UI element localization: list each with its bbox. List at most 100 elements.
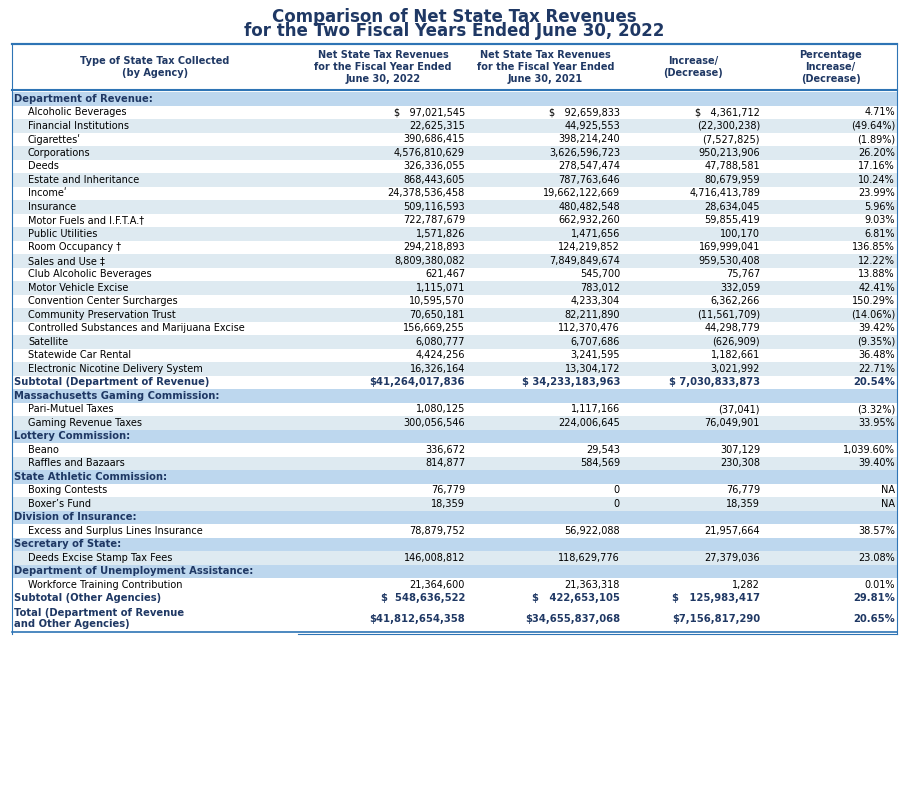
- Text: Statewide Car Rental: Statewide Car Rental: [28, 350, 131, 360]
- Text: State Athletic Commission:: State Athletic Commission:: [14, 471, 167, 482]
- Bar: [12, 470, 897, 483]
- Text: 7,849,849,674: 7,849,849,674: [549, 256, 620, 266]
- Text: $41,812,654,358: $41,812,654,358: [369, 614, 465, 623]
- Bar: [12, 430, 897, 443]
- Text: 26.20%: 26.20%: [858, 148, 895, 157]
- Text: 4,716,413,789: 4,716,413,789: [689, 188, 760, 198]
- Text: (9.35%): (9.35%): [857, 337, 895, 347]
- Bar: [12, 105, 897, 119]
- Text: 29.81%: 29.81%: [854, 593, 895, 604]
- Text: Electronic Nicotine Delivery System: Electronic Nicotine Delivery System: [28, 364, 203, 374]
- Text: $   92,659,833: $ 92,659,833: [549, 107, 620, 117]
- Text: (37,041): (37,041): [718, 405, 760, 414]
- Text: 1,039.60%: 1,039.60%: [843, 445, 895, 455]
- Text: 20.54%: 20.54%: [854, 377, 895, 387]
- Text: 662,932,260: 662,932,260: [558, 216, 620, 225]
- Text: Public Utilities: Public Utilities: [28, 229, 97, 238]
- Text: 787,763,646: 787,763,646: [558, 175, 620, 185]
- Text: Convention Center Surcharges: Convention Center Surcharges: [28, 296, 177, 306]
- Text: 20.65%: 20.65%: [854, 614, 895, 623]
- Text: 47,788,581: 47,788,581: [704, 161, 760, 172]
- Text: Club Alcoholic Beverages: Club Alcoholic Beverages: [28, 269, 152, 279]
- Text: Massachusetts Gaming Commission:: Massachusetts Gaming Commission:: [14, 391, 219, 401]
- Text: 78,879,752: 78,879,752: [409, 526, 465, 536]
- Text: 29,543: 29,543: [586, 445, 620, 455]
- Text: Workforce Training Contribution: Workforce Training Contribution: [28, 580, 183, 589]
- Text: 75,767: 75,767: [725, 269, 760, 279]
- Text: 6,080,777: 6,080,777: [415, 337, 465, 347]
- Text: 1,282: 1,282: [732, 580, 760, 589]
- Text: $   422,653,105: $ 422,653,105: [532, 593, 620, 604]
- Bar: [12, 187, 897, 200]
- Bar: [12, 551, 897, 564]
- Text: (14.06%): (14.06%): [851, 310, 895, 320]
- Bar: [12, 173, 897, 187]
- Text: (3.32%): (3.32%): [857, 405, 895, 414]
- Text: Cigarettesʹ: Cigarettesʹ: [28, 134, 81, 145]
- Text: (22,300,238): (22,300,238): [697, 120, 760, 131]
- Text: 783,012: 783,012: [580, 283, 620, 293]
- Text: 509,116,593: 509,116,593: [404, 201, 465, 212]
- Bar: [12, 119, 897, 132]
- Text: Increase/
(Decrease): Increase/ (Decrease): [664, 56, 723, 78]
- Text: 28,634,045: 28,634,045: [704, 201, 760, 212]
- Text: 21,364,600: 21,364,600: [410, 580, 465, 589]
- Text: Financial Institutions: Financial Institutions: [28, 120, 129, 131]
- Text: Sales and Use ‡: Sales and Use ‡: [28, 256, 105, 266]
- Text: Deeds: Deeds: [28, 161, 59, 172]
- Text: $ 34,233,183,963: $ 34,233,183,963: [522, 377, 620, 387]
- Text: 1,117,166: 1,117,166: [571, 405, 620, 414]
- Text: 1,471,656: 1,471,656: [571, 229, 620, 238]
- Text: 169,999,041: 169,999,041: [699, 242, 760, 253]
- Bar: [12, 160, 897, 173]
- Text: Boxing Contests: Boxing Contests: [28, 486, 107, 495]
- Text: 136.85%: 136.85%: [852, 242, 895, 253]
- Bar: [12, 456, 897, 470]
- Bar: [12, 254, 897, 268]
- Text: 621,467: 621,467: [425, 269, 465, 279]
- Text: 42.41%: 42.41%: [858, 283, 895, 293]
- Text: Incomeʹ: Incomeʹ: [28, 188, 66, 198]
- Text: 3,626,596,723: 3,626,596,723: [549, 148, 620, 157]
- Bar: [12, 416, 897, 430]
- Text: $34,655,837,068: $34,655,837,068: [524, 614, 620, 623]
- Text: 76,779: 76,779: [726, 486, 760, 495]
- Text: $   125,983,417: $ 125,983,417: [672, 593, 760, 604]
- Text: 80,679,959: 80,679,959: [704, 175, 760, 185]
- Text: 326,336,055: 326,336,055: [404, 161, 465, 172]
- Text: 38.57%: 38.57%: [858, 526, 895, 536]
- Text: NA: NA: [881, 499, 895, 508]
- Text: 230,308: 230,308: [720, 458, 760, 468]
- Text: 6.81%: 6.81%: [864, 229, 895, 238]
- Text: Pari-Mutuel Taxes: Pari-Mutuel Taxes: [28, 405, 114, 414]
- Text: Community Preservation Trust: Community Preservation Trust: [28, 310, 175, 320]
- Text: Deeds Excise Stamp Tax Fees: Deeds Excise Stamp Tax Fees: [28, 552, 173, 563]
- Text: 36.48%: 36.48%: [858, 350, 895, 360]
- Text: 22.71%: 22.71%: [858, 364, 895, 374]
- Text: 1,080,125: 1,080,125: [415, 405, 465, 414]
- Text: 44,298,779: 44,298,779: [704, 323, 760, 333]
- Text: 23.99%: 23.99%: [858, 188, 895, 198]
- Text: Corporations: Corporations: [28, 148, 91, 157]
- Text: $41,264,017,836: $41,264,017,836: [369, 377, 465, 387]
- Text: Boxer’s Fund: Boxer’s Fund: [28, 499, 91, 508]
- Text: 59,855,419: 59,855,419: [704, 216, 760, 225]
- Text: $  548,636,522: $ 548,636,522: [381, 593, 465, 604]
- Bar: [12, 564, 897, 578]
- Text: 959,530,408: 959,530,408: [698, 256, 760, 266]
- Text: 545,700: 545,700: [580, 269, 620, 279]
- Text: 56,922,088: 56,922,088: [564, 526, 620, 536]
- Text: Raffles and Bazaars: Raffles and Bazaars: [28, 458, 125, 468]
- Text: 39.40%: 39.40%: [858, 458, 895, 468]
- Text: Net State Tax Revenues
for the Fiscal Year Ended
June 30, 2022: Net State Tax Revenues for the Fiscal Ye…: [315, 50, 452, 83]
- Bar: [12, 511, 897, 524]
- Text: 332,059: 332,059: [720, 283, 760, 293]
- Bar: [12, 132, 897, 146]
- Bar: [12, 44, 897, 90]
- Text: 10.24%: 10.24%: [858, 175, 895, 185]
- Bar: [12, 322, 897, 335]
- Bar: [12, 443, 897, 456]
- Text: Satellite: Satellite: [28, 337, 68, 347]
- Text: 44,925,553: 44,925,553: [564, 120, 620, 131]
- Text: $   4,361,712: $ 4,361,712: [695, 107, 760, 117]
